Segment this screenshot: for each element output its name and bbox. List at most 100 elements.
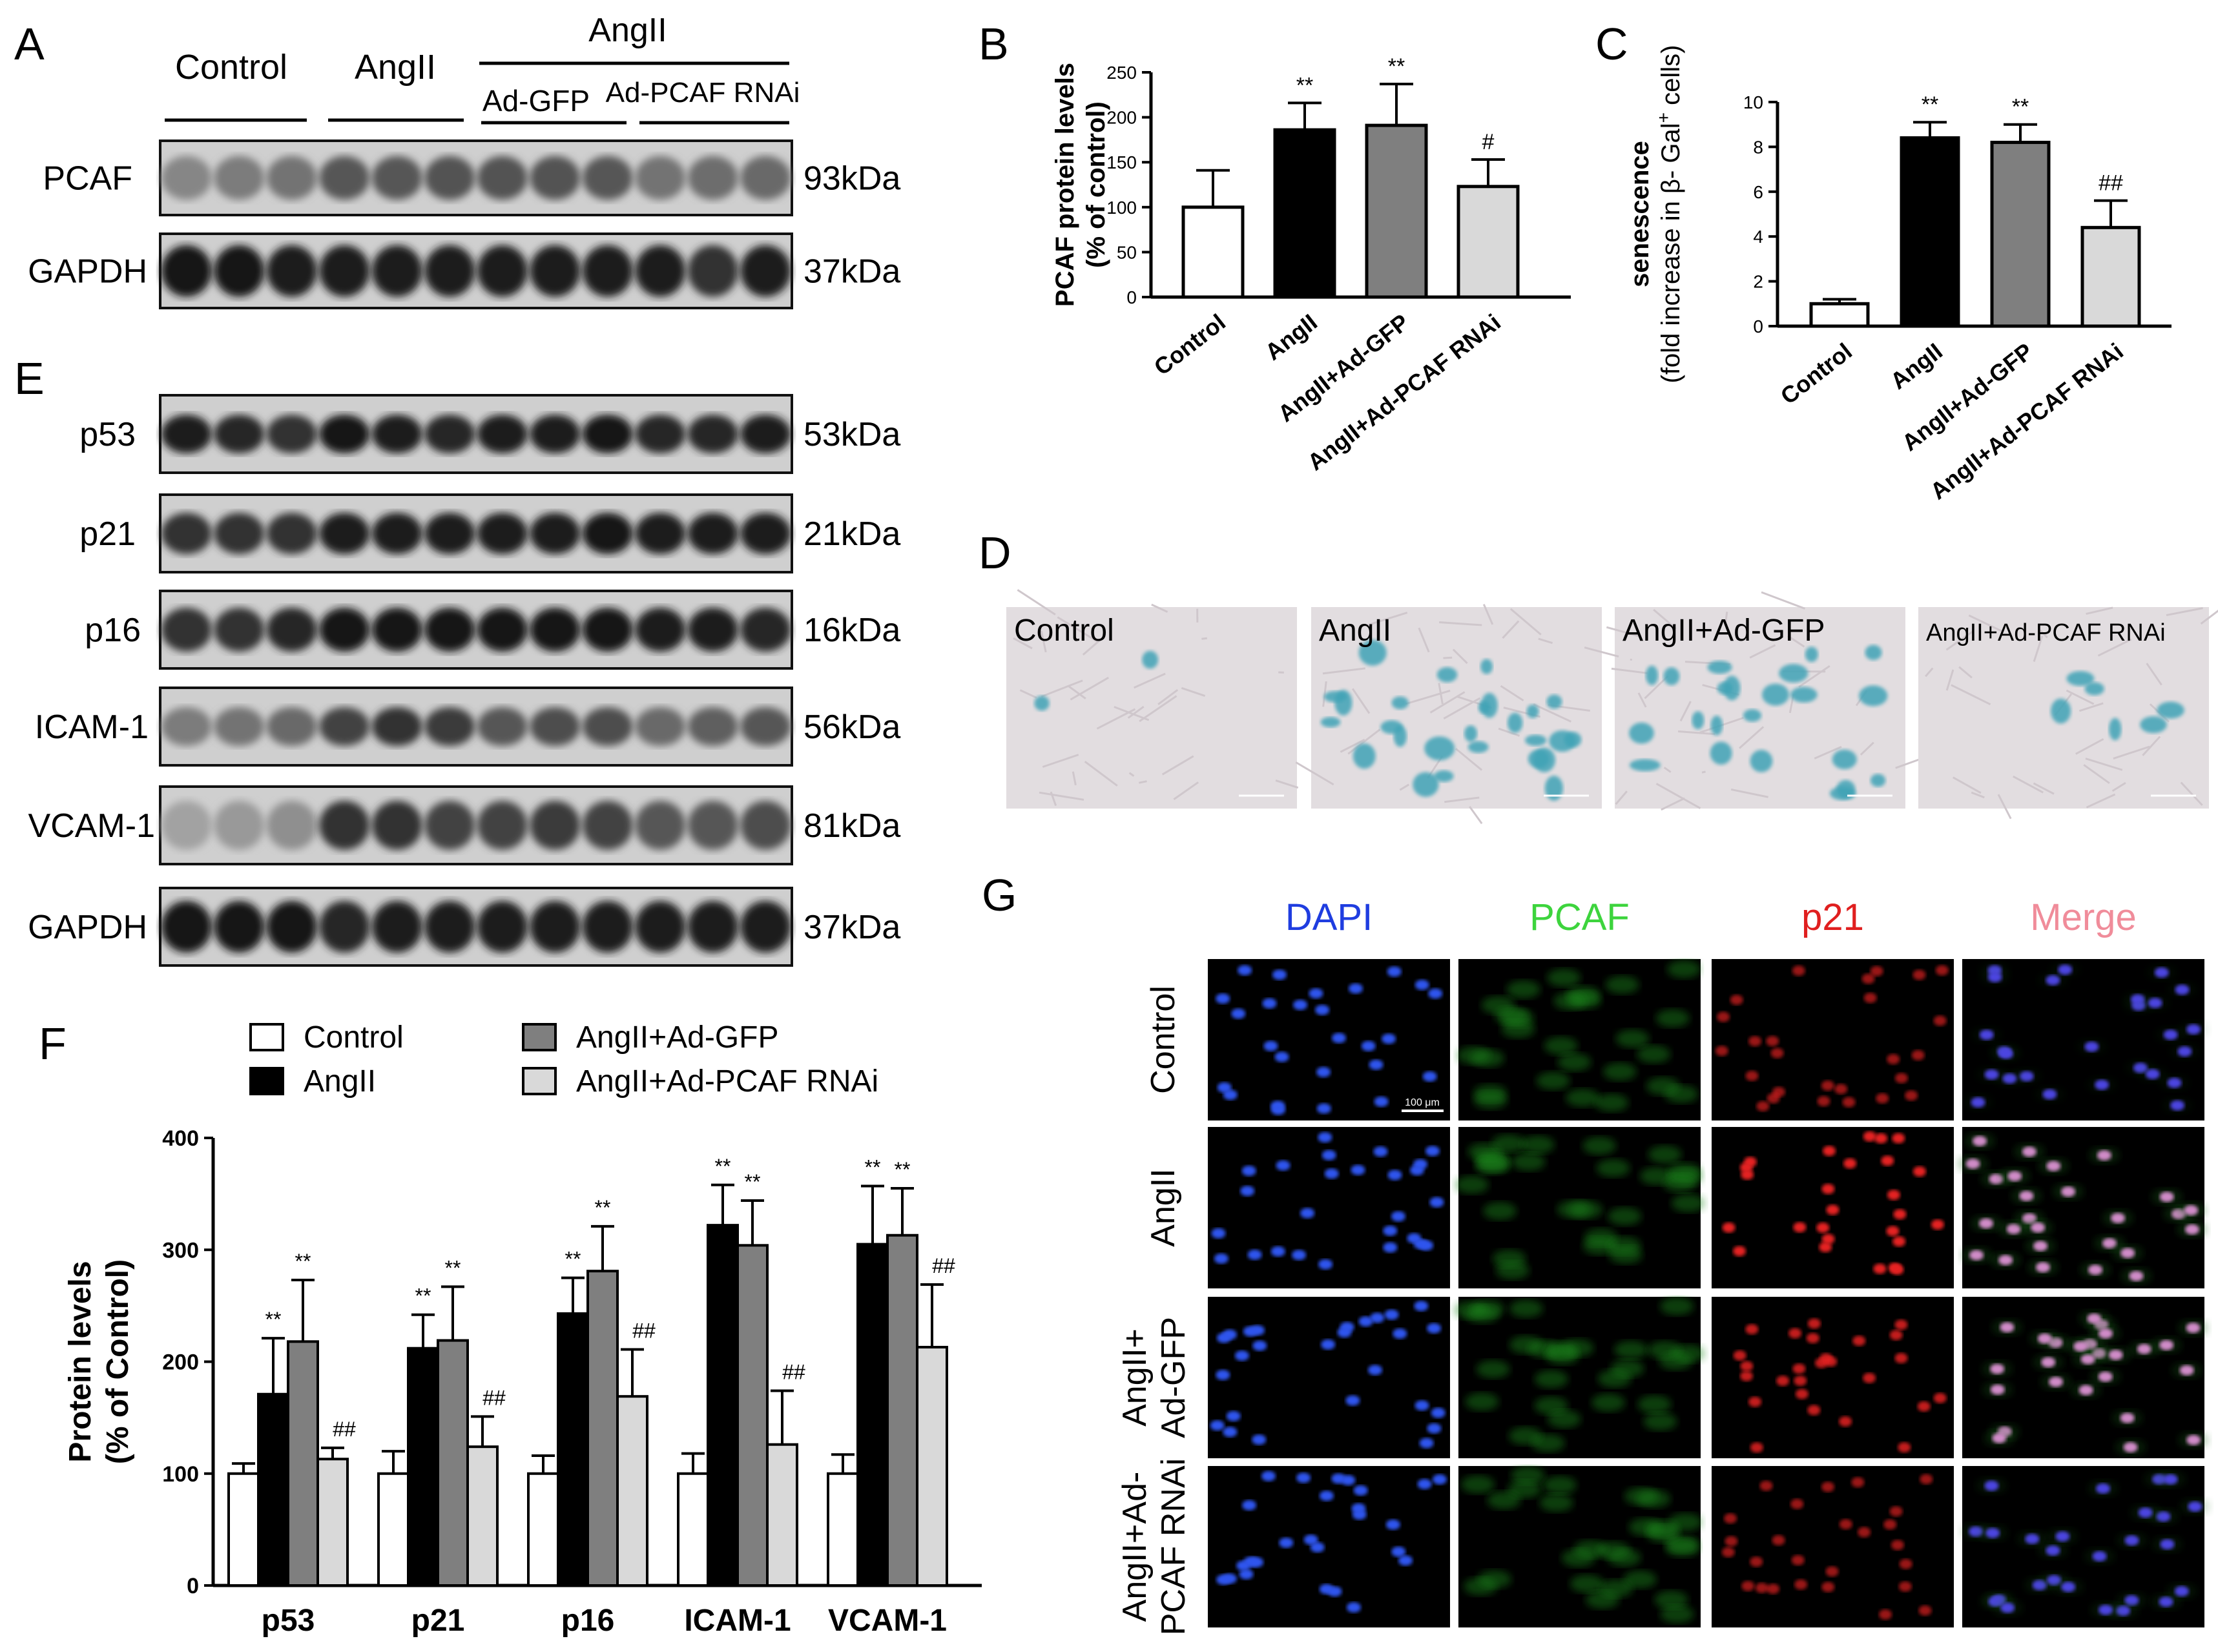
p21-signal — [1889, 1330, 1903, 1341]
cell-outline — [1443, 697, 1481, 719]
blot-protein-label: PCAF — [43, 160, 132, 198]
cell-outline — [1072, 771, 1077, 786]
cell-outline — [1340, 738, 1365, 753]
nucleus — [1315, 1004, 1330, 1015]
legend-item: Control — [249, 1020, 404, 1055]
y-tick-label: 100 — [1106, 198, 1137, 218]
blot-band — [635, 415, 686, 453]
p21-signal — [1755, 1582, 1768, 1593]
nucleus — [1292, 1250, 1307, 1261]
cell-outline — [1584, 646, 1619, 657]
merge-nucleus — [2087, 1313, 2102, 1324]
blot-band — [530, 245, 581, 297]
cell-outline — [2097, 638, 2132, 657]
bar — [1990, 140, 2051, 328]
significance-mark: ## — [2099, 171, 2123, 196]
merge-nucleus — [2154, 967, 2169, 978]
fluorescence-image — [1208, 1127, 1450, 1288]
cell-outline — [1351, 688, 1371, 714]
merge-nucleus — [2111, 1213, 2126, 1224]
p21-signal — [1767, 1584, 1780, 1595]
y-tick-label: 50 — [1117, 242, 1137, 262]
pcaf-signal — [1595, 1093, 1629, 1112]
blot-band — [687, 801, 738, 850]
blot-band — [214, 608, 265, 652]
y-tick-label: 10 — [1743, 92, 1763, 112]
p21-signal — [1825, 1566, 1839, 1577]
cell-outline — [1951, 684, 1991, 706]
blot-a-group-angii: AngII — [355, 48, 436, 87]
pcaf-signal — [1547, 1410, 1581, 1429]
cell-outline — [1679, 701, 1692, 722]
p21-signal — [1792, 1363, 1806, 1374]
nucleus — [1373, 1146, 1388, 1157]
significance-mark: ** — [295, 1250, 311, 1273]
merge-nucleus — [2022, 1146, 2037, 1157]
fluorescence-image — [1458, 1466, 1703, 1627]
p21-signal — [1887, 1190, 1900, 1201]
blot-band — [582, 245, 633, 297]
blot-band — [687, 513, 738, 554]
p21-signal — [1888, 1263, 1902, 1274]
blot-band — [319, 245, 370, 297]
panel-label-b: B — [979, 19, 1009, 69]
merge-nucleus — [2041, 1357, 2056, 1368]
pcaf-signal — [1455, 1175, 1489, 1194]
y-tick-label: 100 — [162, 1462, 199, 1487]
blot-band — [477, 415, 528, 453]
blot-band — [214, 415, 265, 453]
bar-chart-c: 0246810Control**AngII**AngII+Ad-GFP##Ang… — [1626, 45, 2171, 504]
p21-signal — [1821, 1080, 1834, 1091]
blot-band — [161, 707, 212, 746]
pcaf-signal — [1557, 1053, 1591, 1071]
p21-signal — [1898, 1581, 1912, 1592]
p21-signal — [1740, 1361, 1754, 1372]
blot-band — [530, 513, 581, 554]
cell-outline — [1761, 591, 1806, 610]
significance-mark: ** — [1388, 54, 1405, 79]
merge-nucleus — [1987, 972, 2002, 983]
channel-header: DAPI — [1285, 896, 1373, 938]
cell-outline — [1128, 772, 1135, 777]
nucleus — [1241, 1165, 1256, 1176]
legend-swatch — [522, 1067, 557, 1095]
fluorescence-image — [1712, 1297, 1954, 1458]
p21-signal — [1898, 1442, 1911, 1453]
merge-nucleus — [2000, 1602, 2015, 1613]
merge-nucleus — [1990, 1363, 2005, 1374]
immunofluorescence-panel-g: DAPI PCAF p21 Merge Control AngII AngII+Ad-GFP… — [1116, 896, 2211, 1635]
pcaf-signal — [1539, 1493, 1573, 1512]
blot-band — [582, 513, 633, 554]
merge-nucleus — [2186, 1434, 2201, 1445]
nucleus — [1211, 1228, 1226, 1239]
merge-nucleus — [1998, 1255, 2013, 1266]
nucleus — [1391, 1211, 1405, 1222]
bar — [287, 1340, 319, 1587]
bar — [616, 1395, 648, 1587]
cell-outline — [1041, 679, 1083, 697]
cell-outline — [2013, 775, 2044, 794]
legend-label: Control — [304, 1020, 404, 1055]
merge-nucleus — [2095, 1079, 2109, 1090]
nucleus — [1270, 1104, 1285, 1115]
cell-outline — [1068, 685, 1086, 699]
bar — [1900, 136, 1960, 328]
nucleus — [1429, 1197, 1444, 1208]
nucleus — [1427, 1423, 1442, 1434]
pcaf-signal — [1654, 1591, 1688, 1609]
p21-signal — [1933, 1015, 1947, 1026]
nucleus — [1414, 1301, 1429, 1312]
blot-band — [371, 156, 422, 200]
p21-signal — [1817, 1096, 1830, 1107]
blot-band — [582, 707, 633, 746]
p21-signal — [1863, 1131, 1876, 1142]
cell-outline — [1070, 676, 1110, 701]
merge-nucleus — [2108, 1349, 2123, 1360]
merge-nucleus — [2186, 1024, 2201, 1035]
merge-nucleus — [2088, 1265, 2103, 1275]
bar — [437, 1339, 469, 1587]
cell-outline — [1860, 741, 1874, 756]
blot-row-p21: p21 21kDa — [79, 493, 900, 573]
merge-nucleus — [2163, 1474, 2178, 1485]
staining-image-background — [1006, 607, 1297, 809]
